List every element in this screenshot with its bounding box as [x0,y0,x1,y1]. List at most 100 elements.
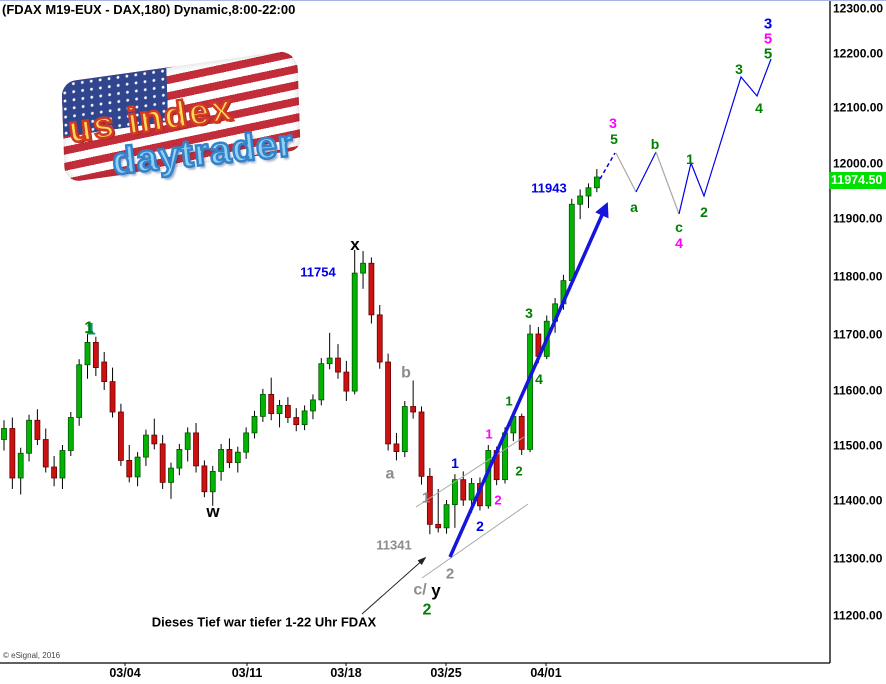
candle [360,262,366,274]
candle [109,381,116,413]
last-price-badge: 11974.50 [829,172,886,189]
candle [159,443,166,483]
candle [168,467,174,483]
wave-label: b [651,136,660,152]
wave-label: 1 [84,318,93,337]
projection-blue-b [635,151,657,193]
y-axis-label: 12100.00 [833,101,883,115]
wave-label: 3 [764,15,772,32]
wave-label: a [630,199,638,215]
price-annotation: 11754 [300,265,336,280]
candle [151,434,158,445]
candle [426,475,433,525]
candle [335,357,341,373]
candle [368,262,375,316]
candle [9,428,16,479]
wave-label: 1 [686,151,694,167]
channel-upper [415,436,525,508]
candle [76,364,83,418]
candle [351,272,358,392]
wave-label: x [350,235,360,254]
candle [593,176,600,189]
wave-label: 1 [422,489,430,506]
note-arrow [361,556,427,615]
price-annotation: 11943 [531,181,566,196]
x-axis-label: 04/01 [530,666,561,680]
candle [468,483,475,501]
candle [51,466,57,479]
candle [343,371,350,392]
wave-label: c [675,219,683,235]
candle [393,443,400,452]
candle [193,432,199,467]
annotation-note: Dieses Tief war tiefer 1-22 Uhr FDAX [152,615,377,630]
y-axis-label: 11900.00 [833,212,883,226]
y-axis-label: 11700.00 [833,328,883,342]
main-trend-arrow [448,201,609,558]
wave-label: 5 [764,45,772,62]
candle [326,357,333,365]
candle [585,187,592,197]
candle [418,411,425,477]
candle [293,417,300,426]
y-axis-label: 11500.00 [833,439,883,453]
projection-blue-impulse [678,58,772,215]
copyright-notice: © eSignal, 2016 [3,651,61,660]
candle [527,333,533,450]
wave-label: 2 [446,565,454,582]
candle [276,404,283,415]
candle [59,450,66,479]
x-axis-label: 03/04 [109,666,140,680]
candle [310,399,316,412]
candle [268,393,275,415]
candle [26,419,32,454]
wave-label: w [205,502,220,521]
y-axis-label: 11300.00 [833,552,883,566]
wave-label: y [431,581,441,600]
wave-label: c/ [413,582,427,599]
candle [184,432,191,450]
x-axis-label: 03/11 [232,666,263,680]
wave-label: a [386,466,395,483]
y-axis-label: 11800.00 [833,270,883,284]
candle [259,393,266,417]
candle [226,448,233,463]
candle [460,479,467,501]
candle [451,479,458,506]
candle [201,465,208,493]
y-axis-label: 12000.00 [833,157,883,171]
candle [376,314,383,363]
window-top-edge [0,0,886,1]
y-axis-label: 12300.00 [833,2,883,16]
wave-label: 2 [515,464,522,479]
candle [385,361,392,445]
candle [243,432,250,453]
wave-label: 3 [609,115,617,131]
y-axis-label: 12200.00 [833,47,883,61]
candle [251,415,258,434]
wave-label: 5 [764,30,772,47]
candle [34,419,41,440]
candle [410,406,417,413]
candle [134,456,141,478]
candle [84,341,91,366]
candle [234,451,241,463]
price-annotation: 11341 [376,538,411,553]
y-axis-label: 11400.00 [833,494,883,508]
wave-label: 4 [535,371,543,387]
candle [318,363,325,401]
wave-label: 2 [476,518,484,534]
wave-label: b [401,365,411,382]
candle [301,410,308,426]
candle [1,428,7,440]
candle [17,452,24,479]
wave-label: 3 [735,61,743,77]
wave-label: 1 [451,455,459,471]
candle [518,415,525,450]
wave-label: 2 [423,602,432,619]
candle [568,203,575,282]
wave-label: 3 [525,305,533,321]
wave-label: 2 [700,204,708,220]
candle [118,411,124,461]
